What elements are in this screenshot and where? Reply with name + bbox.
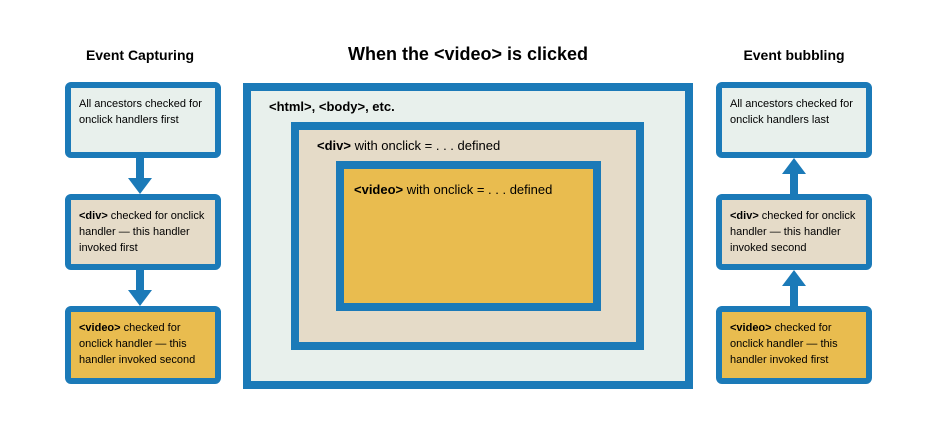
capturing-video-box: <video> checked for onclick handler — th… xyxy=(65,306,221,384)
video-frame-label: <video> with onclick = . . . defined xyxy=(354,182,552,197)
arrow-up-icon xyxy=(782,158,806,196)
bubbling-video-strong: <video> xyxy=(730,322,772,334)
diagram-title: When the <video> is clicked xyxy=(347,44,589,64)
capturing-ancestors-text: All ancestors checked for onclick handle… xyxy=(79,98,202,126)
arrow-down-icon xyxy=(128,268,152,306)
html-frame-strong: <html>, <body>, etc. xyxy=(269,99,395,114)
capturing-title: Event Capturing xyxy=(85,47,195,63)
capturing-video-text: checked for onclick handler — this handl… xyxy=(79,322,196,366)
capturing-div-strong: <div> xyxy=(79,210,108,222)
bubbling-div-strong: <div> xyxy=(730,210,759,222)
bubbling-video-text: checked for onclick handler — this handl… xyxy=(730,322,838,366)
html-frame-label: <html>, <body>, etc. xyxy=(269,99,395,114)
capturing-div-box: <div> checked for onclick handler — this… xyxy=(65,194,221,270)
bubbling-ancestors-box: All ancestors checked for onclick handle… xyxy=(716,82,872,158)
capturing-video-strong: <video> xyxy=(79,322,121,334)
capturing-div-text: checked for onclick handler — this handl… xyxy=(79,210,205,254)
bubbling-ancestors-text: All ancestors checked for onclick handle… xyxy=(730,98,853,126)
bubbling-div-box: <div> checked for onclick handler — this… xyxy=(716,194,872,270)
div-frame-strong: <div> xyxy=(317,138,351,153)
bubbling-video-box: <video> checked for onclick handler — th… xyxy=(716,306,872,384)
capturing-ancestors-box: All ancestors checked for onclick handle… xyxy=(65,82,221,158)
bubbling-title: Event bubbling xyxy=(743,47,845,63)
arrow-up-icon xyxy=(782,270,806,308)
arrow-down-icon xyxy=(128,156,152,194)
video-frame: <video> with onclick = . . . defined xyxy=(336,161,601,311)
div-frame-text: with onclick = . . . defined xyxy=(350,138,501,153)
video-frame-text: with onclick = . . . defined xyxy=(403,182,553,197)
bubbling-div-text: checked for onclick handler — this handl… xyxy=(730,210,856,254)
div-frame-label: <div> with onclick = . . . defined xyxy=(317,138,500,153)
video-frame-strong: <video> xyxy=(354,182,404,197)
